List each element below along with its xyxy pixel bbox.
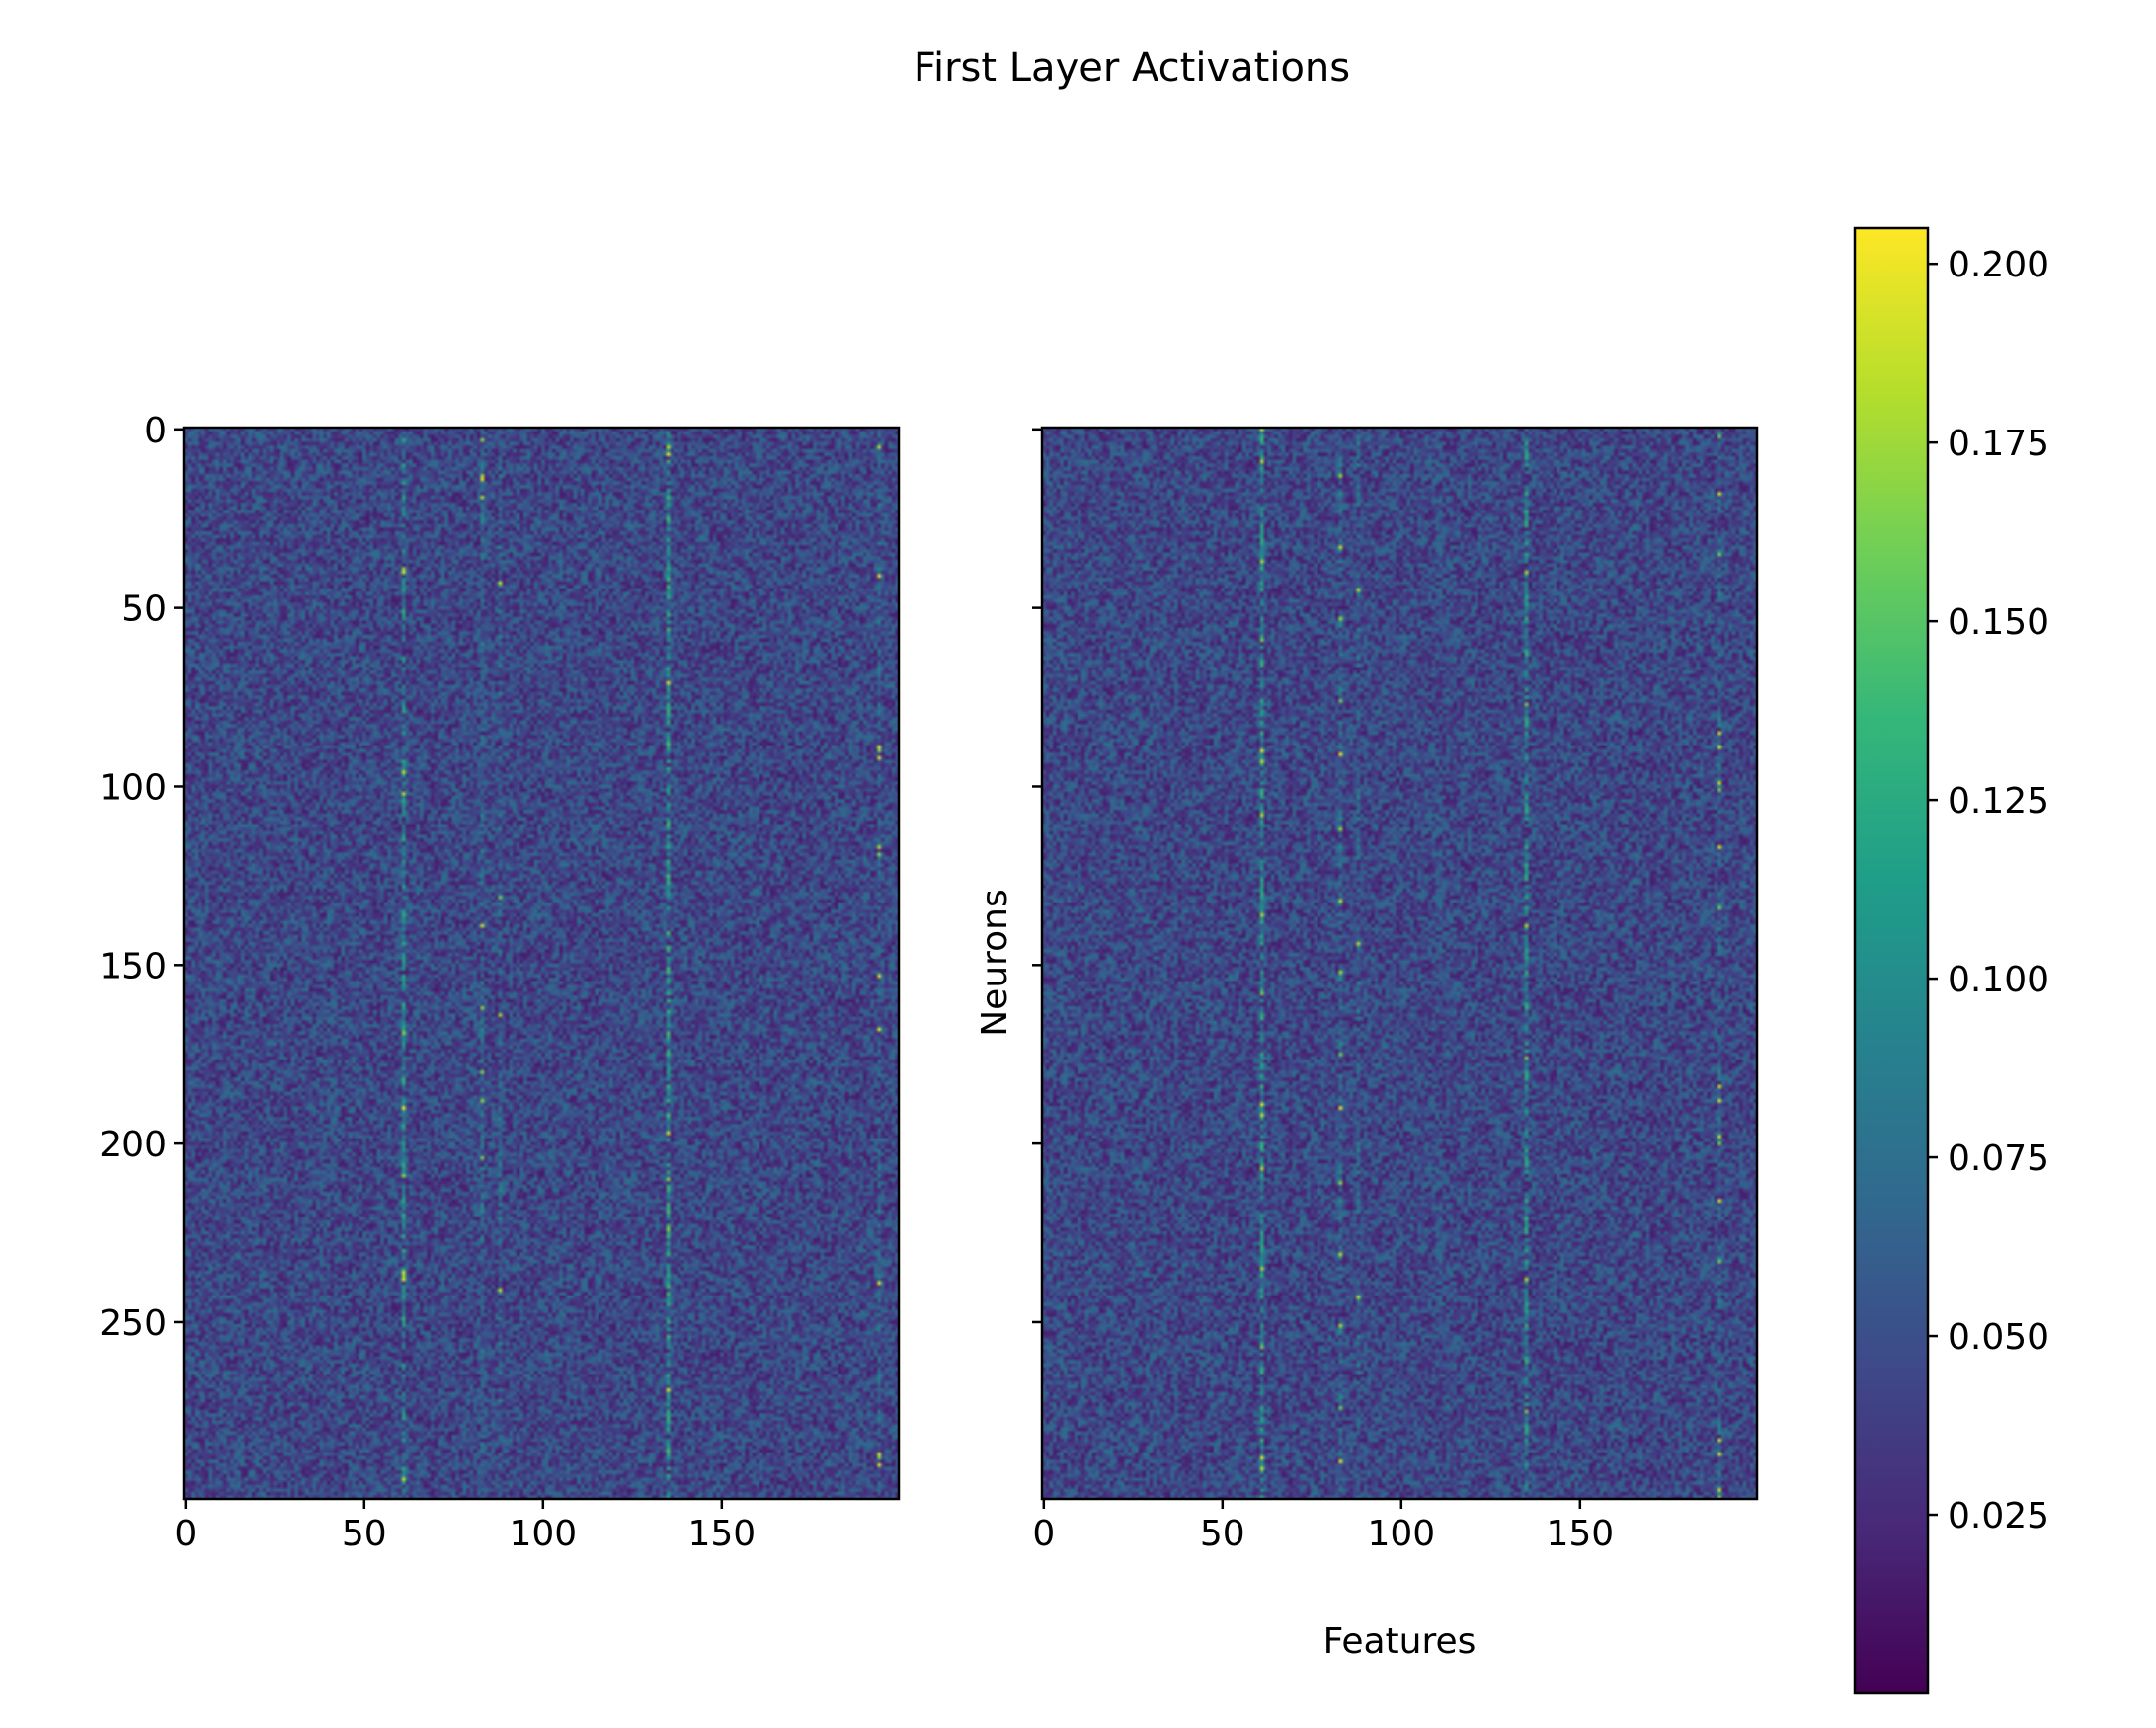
left-x-axis: 0 50 100 150 <box>174 1499 756 1554</box>
right-x-tick-label: 50 <box>1200 1514 1245 1554</box>
right-x-axis-label: Features <box>1323 1621 1477 1662</box>
left-y-tick-label: 200 <box>99 1125 167 1165</box>
right-x-axis: 0 50 100 150 <box>1032 1499 1614 1554</box>
left-y-tick-label: 0 <box>144 411 167 451</box>
right-y-axis-label: Neurons <box>975 889 1015 1037</box>
left-y-tick-label: 250 <box>99 1303 167 1344</box>
left-x-tick-label: 100 <box>509 1514 577 1554</box>
colorbar-tick-label: 0.125 <box>1948 781 2049 822</box>
left-x-tick-label: 50 <box>342 1514 387 1554</box>
colorbar-axis: 0.025 0.050 0.075 0.100 0.125 0.150 0.175 0.200 <box>1928 245 2049 1536</box>
colorbar-tick-label: 0.150 <box>1948 602 2049 643</box>
left-x-tick-label: 150 <box>687 1514 756 1554</box>
left-x-tick-label: 0 <box>174 1514 197 1554</box>
left-y-axis: 0 50 100 150 200 250 <box>99 411 184 1344</box>
figure-title: First Layer Activations <box>914 45 1350 91</box>
heatmap-left-image <box>184 428 899 1499</box>
colorbar-tick-label: 0.075 <box>1948 1139 2049 1179</box>
colorbar-tick-label: 0.100 <box>1948 960 2049 1000</box>
right-x-tick-label: 100 <box>1367 1514 1435 1554</box>
right-x-tick-label: 150 <box>1546 1514 1614 1554</box>
heatmap-right-image <box>1042 428 1757 1499</box>
left-y-tick-label: 100 <box>99 767 167 808</box>
colorbar <box>1855 228 1928 1693</box>
right-x-tick-label: 0 <box>1032 1514 1055 1554</box>
colorbar-tick-label: 0.050 <box>1948 1317 2049 1358</box>
left-y-tick-label: 150 <box>99 946 167 986</box>
colorbar-tick-label: 0.200 <box>1948 245 2049 285</box>
left-y-tick-label: 50 <box>121 589 167 630</box>
colorbar-tick-label: 0.175 <box>1948 424 2049 464</box>
colorbar-tick-label: 0.025 <box>1948 1496 2049 1536</box>
right-y-axis <box>1032 430 1042 1322</box>
